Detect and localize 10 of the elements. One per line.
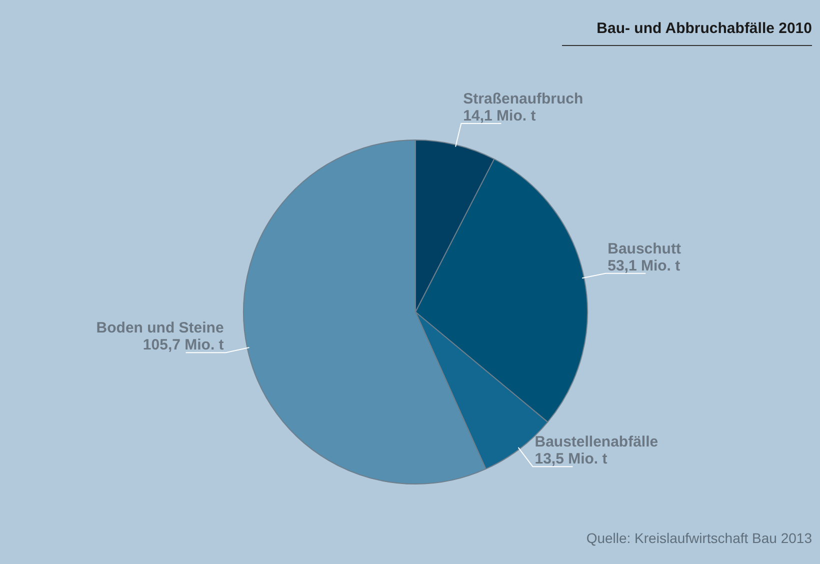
data-label: 53,1 Mio. t <box>608 257 680 274</box>
slice-label: Bauschutt <box>608 240 681 258</box>
data-label: 13,5 Mio. t <box>534 450 608 468</box>
chart-title: Bau- und Abbruchabfälle 2010 <box>562 20 812 46</box>
slice-label: Baustellenabfälle <box>534 434 658 451</box>
data-label: 105,7 Mio. t <box>142 336 224 354</box>
slice-label: Straßenaufbruch <box>463 90 584 108</box>
data-label: 14,1 Mio. t <box>463 107 536 124</box>
slice-label: Boden und Steine <box>96 320 224 337</box>
source-note: Quelle: Kreislaufwirtschaft Bau 2013 <box>586 530 812 546</box>
